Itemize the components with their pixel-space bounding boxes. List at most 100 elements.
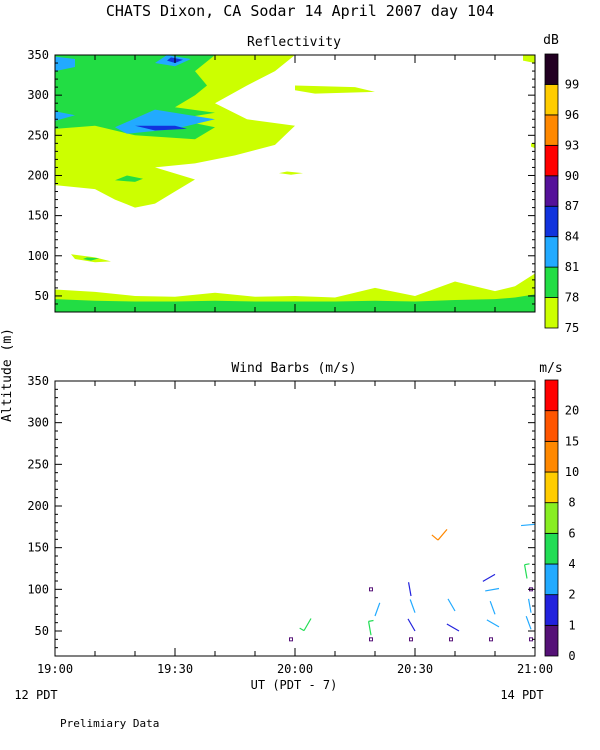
colorbar-label: 4 — [568, 557, 575, 571]
y-tick-label: 50 — [35, 624, 49, 638]
colorbar-label: 81 — [565, 260, 579, 274]
reflectivity-region — [115, 109, 215, 134]
colorbar-label: 90 — [565, 169, 579, 183]
colorbar-label: 0 — [568, 649, 575, 663]
y-tick-label: 150 — [27, 541, 49, 555]
barb-shaft — [527, 598, 532, 613]
y-tick-label: 200 — [27, 499, 49, 513]
reflectivity-region — [83, 257, 99, 261]
colorbar-swatch — [544, 84, 559, 116]
wind-barb — [521, 523, 536, 527]
barb-flag — [431, 534, 439, 541]
y-tick-label: 300 — [27, 88, 49, 102]
reflectivity-region — [55, 56, 75, 72]
barb-shaft — [437, 528, 448, 541]
wind-barb — [374, 602, 381, 617]
barb-shaft — [409, 599, 416, 613]
wind-barb — [367, 619, 374, 636]
reflectivity-region — [135, 125, 187, 131]
colorbar-label: 75 — [565, 321, 579, 335]
barb-flag — [368, 619, 374, 622]
wind-barb — [431, 528, 448, 541]
footer-left-label: 12 PDT — [14, 688, 57, 702]
barb-shaft — [525, 615, 532, 630]
colorbar-swatch — [544, 502, 559, 534]
wind-barb — [489, 600, 496, 615]
barb-shaft — [523, 564, 528, 579]
colorbar-swatch — [544, 144, 559, 177]
y-tick-label: 250 — [27, 128, 49, 142]
colorbar-swatch — [544, 297, 559, 329]
colorbar-swatch — [544, 594, 559, 626]
reflectivity-region — [207, 55, 263, 67]
barb-shaft — [486, 619, 500, 628]
reflectivity-region — [295, 85, 375, 94]
y-tick-label: 100 — [27, 249, 49, 263]
calm-marker — [369, 587, 373, 592]
calm-marker — [409, 637, 413, 642]
wind-barbs-unit: m/s — [539, 361, 562, 376]
reflectivity-region — [55, 111, 75, 121]
barb-shaft — [482, 573, 496, 582]
colorbar-label: 10 — [565, 465, 579, 479]
colorbar-swatch — [544, 114, 559, 146]
colorbar-swatch — [544, 205, 559, 238]
colorbar-swatch — [544, 440, 559, 473]
plot-frame — [54, 380, 536, 657]
wind-barb — [485, 587, 500, 592]
y-tick-label: 200 — [27, 168, 49, 182]
wind-barb — [407, 582, 412, 597]
figure-title: CHATS Dixon, CA Sodar 14 April 2007 day … — [106, 2, 494, 20]
colorbar-swatch — [544, 563, 559, 596]
barb-shaft — [407, 582, 412, 597]
calm-marker — [369, 637, 373, 642]
reflectivity-region — [531, 143, 535, 149]
reflectivity-region — [279, 171, 303, 175]
colorbar-swatch — [544, 471, 559, 504]
colorbar-label: 87 — [565, 199, 579, 213]
colorbar-swatch — [544, 53, 559, 85]
reflectivity-title: Reflectivity — [247, 35, 341, 50]
colorbar-swatch — [544, 532, 559, 565]
wind-barbs-panel: Wind Barbs (m/s) m/s 5010015020025030035… — [27, 361, 579, 676]
colorbar-label: 99 — [565, 77, 579, 91]
barb-flag — [524, 563, 530, 566]
y-tick-label: 100 — [27, 582, 49, 596]
colorbar-label: 84 — [565, 230, 579, 244]
colorbar-label: 93 — [565, 138, 579, 152]
wind-barbs-colorbar: 0 1 2 4 6 8 10 15 20 — [544, 379, 579, 663]
footer-right-label: 14 PDT — [500, 688, 543, 702]
wind-barbs-axes: 50 100 150 200 250 300 350 19:00 19:30 20:00 20:30… — [27, 374, 553, 676]
barb-shaft — [447, 598, 456, 612]
wind-barb — [482, 573, 496, 582]
y-tick-label: 150 — [27, 209, 49, 223]
x-axis-label: UT (PDT - 7) — [251, 678, 338, 692]
x-tick-label: 19:00 — [37, 662, 73, 676]
x-tick-label: 20:00 — [277, 662, 313, 676]
barb-flag — [299, 627, 305, 632]
calm-marker — [449, 637, 453, 642]
y-tick-label: 300 — [27, 416, 49, 430]
wind-barb — [525, 615, 532, 630]
reflectivity-unit: dB — [543, 33, 559, 48]
colorbar-swatch — [544, 410, 559, 442]
colorbar-swatch — [544, 379, 559, 412]
wind-barbs-plot-area — [289, 523, 536, 642]
colorbar-label: 2 — [568, 588, 575, 602]
wind-barb — [527, 598, 532, 613]
colorbar-label: 96 — [565, 108, 579, 122]
reflectivity-region — [523, 55, 535, 63]
x-tick-label: 19:30 — [157, 662, 193, 676]
reflectivity-plot-area — [55, 55, 535, 312]
colorbar-swatch — [544, 266, 559, 298]
barb-shaft — [367, 621, 372, 636]
colorbar-label: 15 — [565, 434, 579, 448]
wind-barb — [523, 563, 530, 579]
colorbar-swatch — [544, 236, 559, 268]
y-tick-label: 250 — [27, 457, 49, 471]
colorbar-label: 20 — [565, 404, 579, 418]
wind-barb — [447, 598, 456, 612]
barb-shaft — [489, 600, 496, 615]
x-tick-label: 21:00 — [517, 662, 553, 676]
